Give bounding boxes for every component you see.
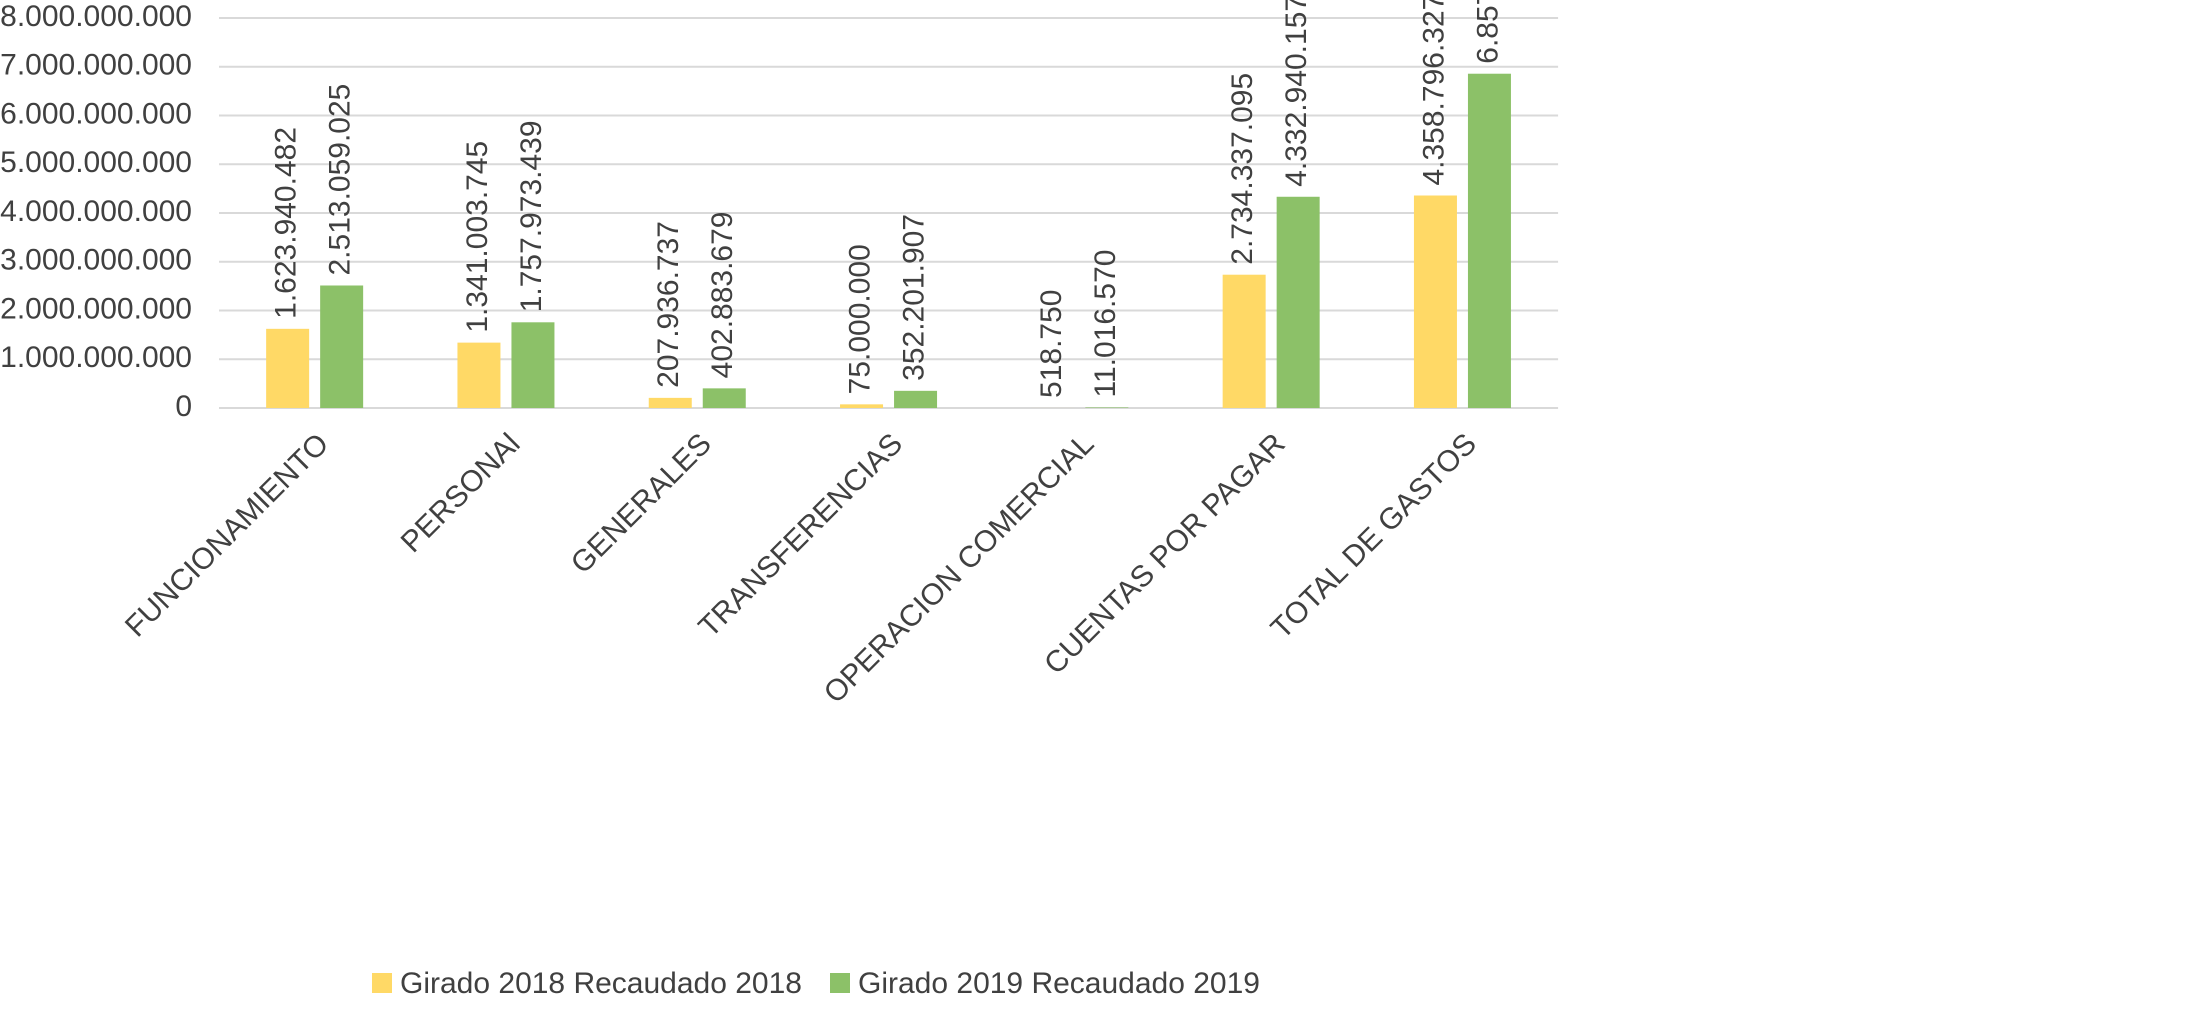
value-label: 2.734.337.095 <box>1226 73 1259 265</box>
x-tick-label: TRANSFERENCIAS <box>692 427 909 644</box>
value-label: 1.623.940.482 <box>270 127 303 319</box>
y-tick-label: 3.000.000.000 <box>0 244 192 277</box>
value-label: 352.201.907 <box>897 214 930 381</box>
y-tick-label: 7.000.000.000 <box>0 49 192 82</box>
legend-label: Girado 2018 Recaudado 2018 <box>400 967 802 1000</box>
value-label: 207.936.737 <box>652 221 685 388</box>
legend-swatch <box>372 973 392 993</box>
y-tick-label: 1.000.000.000 <box>0 341 192 374</box>
bar <box>511 322 554 408</box>
value-label: 75.000.000 <box>843 244 876 394</box>
y-tick-label: 0 <box>175 390 192 423</box>
bar <box>320 285 363 408</box>
value-label: 4.332.940.157 <box>1280 0 1313 187</box>
chart: 0 1.000.000.000 2.000.000.000 3.000.000.000… <box>0 0 2195 1013</box>
bar <box>649 398 692 408</box>
bar <box>894 391 937 408</box>
bar <box>1414 196 1457 408</box>
value-label: 1.341.003.745 <box>461 141 494 333</box>
bar <box>457 343 500 408</box>
bar <box>840 404 883 408</box>
value-label: 11.016.570 <box>1089 250 1122 398</box>
y-tick-label: 4.000.000.000 <box>0 195 192 228</box>
value-label: 402.883.679 <box>706 212 739 379</box>
bar <box>266 329 309 408</box>
bar <box>1085 407 1128 408</box>
value-label: 4.358.796.327 <box>1417 0 1450 186</box>
legend-swatch <box>830 973 850 993</box>
legend-label: Girado 2019 Recaudado 2019 <box>858 967 1260 1000</box>
value-label: 1.757.973.439 <box>515 120 548 312</box>
y-tick-label: 2.000.000.000 <box>0 292 192 325</box>
bar <box>1277 197 1320 408</box>
value-label: 2.513.059.025 <box>324 84 357 276</box>
value-label: 518.750 <box>1035 290 1068 398</box>
y-tick-label: 5.000.000.000 <box>0 146 192 179</box>
x-tick-label: GENERALES <box>565 427 718 580</box>
bar <box>1468 74 1511 408</box>
bar <box>1223 275 1266 408</box>
bar <box>703 388 746 408</box>
value-label: 6.857.015.752 <box>1471 0 1504 64</box>
x-tick-label: FUNCIONAMIENTO <box>119 427 335 643</box>
x-tick-label: TOTAL DE GASTOS <box>1265 427 1483 645</box>
y-tick-label: 6.000.000.000 <box>0 97 192 130</box>
x-tick-label: PERSONAl <box>395 427 527 559</box>
y-tick-label: 8.000.000.000 <box>0 0 192 33</box>
